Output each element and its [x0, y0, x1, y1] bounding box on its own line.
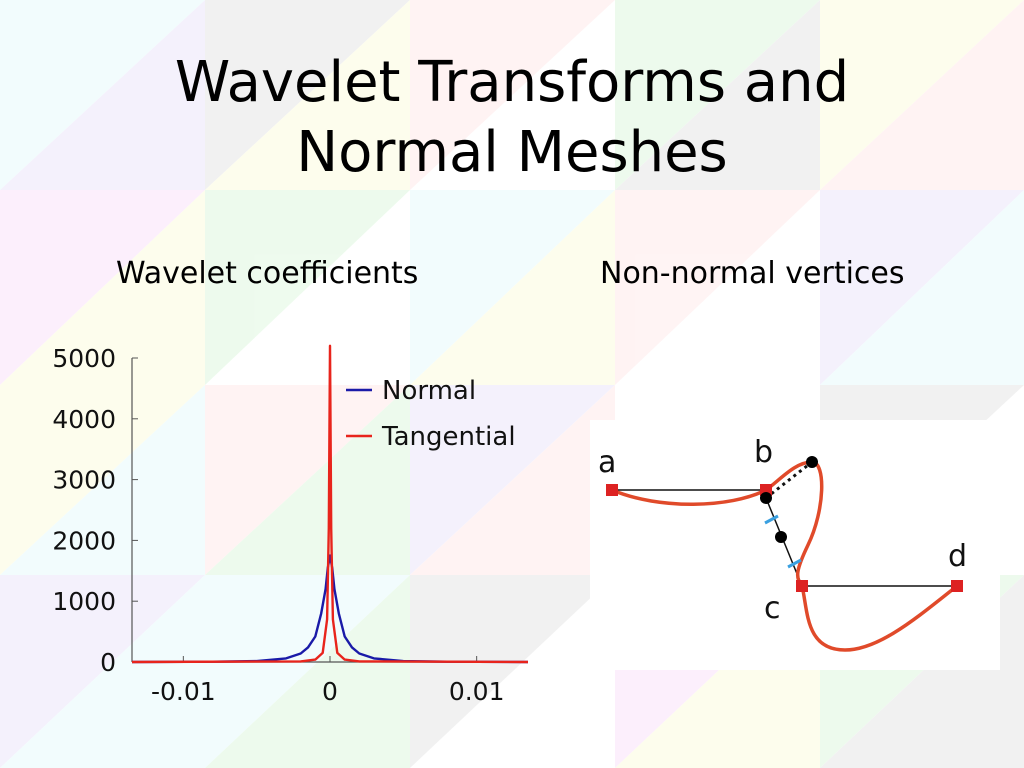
slide-title-line-1: Wavelet Transforms and [174, 50, 850, 115]
legend-label-tangential: Tangential [381, 422, 516, 452]
chart-series [131, 344, 529, 664]
slide-title: Wavelet Transforms and Normal Meshes [0, 48, 1024, 188]
vertex-c-marker [796, 580, 808, 592]
series-line-tangential [131, 344, 529, 664]
y-tick-label: 5000 [52, 344, 116, 373]
non-normal-vertices-heading: Non-normal vertices [600, 256, 905, 291]
legend-label-normal: Normal [382, 376, 476, 406]
label-b: b [754, 435, 773, 470]
label-a: a [598, 445, 616, 480]
dot-middle [775, 531, 787, 543]
dotted-segment [765, 460, 813, 500]
dot-b-lower [760, 492, 772, 504]
x-tick-label: -0.01 [151, 677, 216, 706]
wavelet-coefficient-chart: 0 1000 2000 3000 4000 5000 -0.01 0 0.01 Normal Ta… [52, 344, 529, 706]
non-normal-vertices-diagram: a b c d [590, 420, 1000, 670]
y-tick-label: 4000 [52, 405, 116, 434]
x-tick-label: 0 [322, 677, 338, 706]
wavelet-coefficients-heading: Wavelet coefficients [116, 256, 419, 291]
red-curve [611, 460, 959, 652]
y-tick-label: 0 [100, 648, 116, 677]
y-tick-label: 1000 [52, 587, 116, 616]
slide-title-line-2: Normal Meshes [296, 120, 728, 185]
y-tick-label: 2000 [52, 526, 116, 555]
dot-upper [806, 456, 818, 468]
chart-axes: 0 1000 2000 3000 4000 5000 -0.01 0 0.01 [52, 344, 528, 706]
equal-length-tick-2 [787, 558, 802, 569]
diagram-panel [590, 420, 1000, 670]
vertex-d-marker [951, 580, 963, 592]
equal-length-tick-1 [764, 514, 779, 525]
label-c: c [764, 591, 781, 626]
x-tick-label: 0.01 [449, 677, 505, 706]
series-line-normal [131, 554, 529, 664]
y-tick-label: 3000 [52, 466, 116, 495]
label-d: d [948, 539, 967, 574]
chart-legend: Normal Tangential [346, 376, 516, 452]
vertex-a-marker [606, 484, 618, 496]
